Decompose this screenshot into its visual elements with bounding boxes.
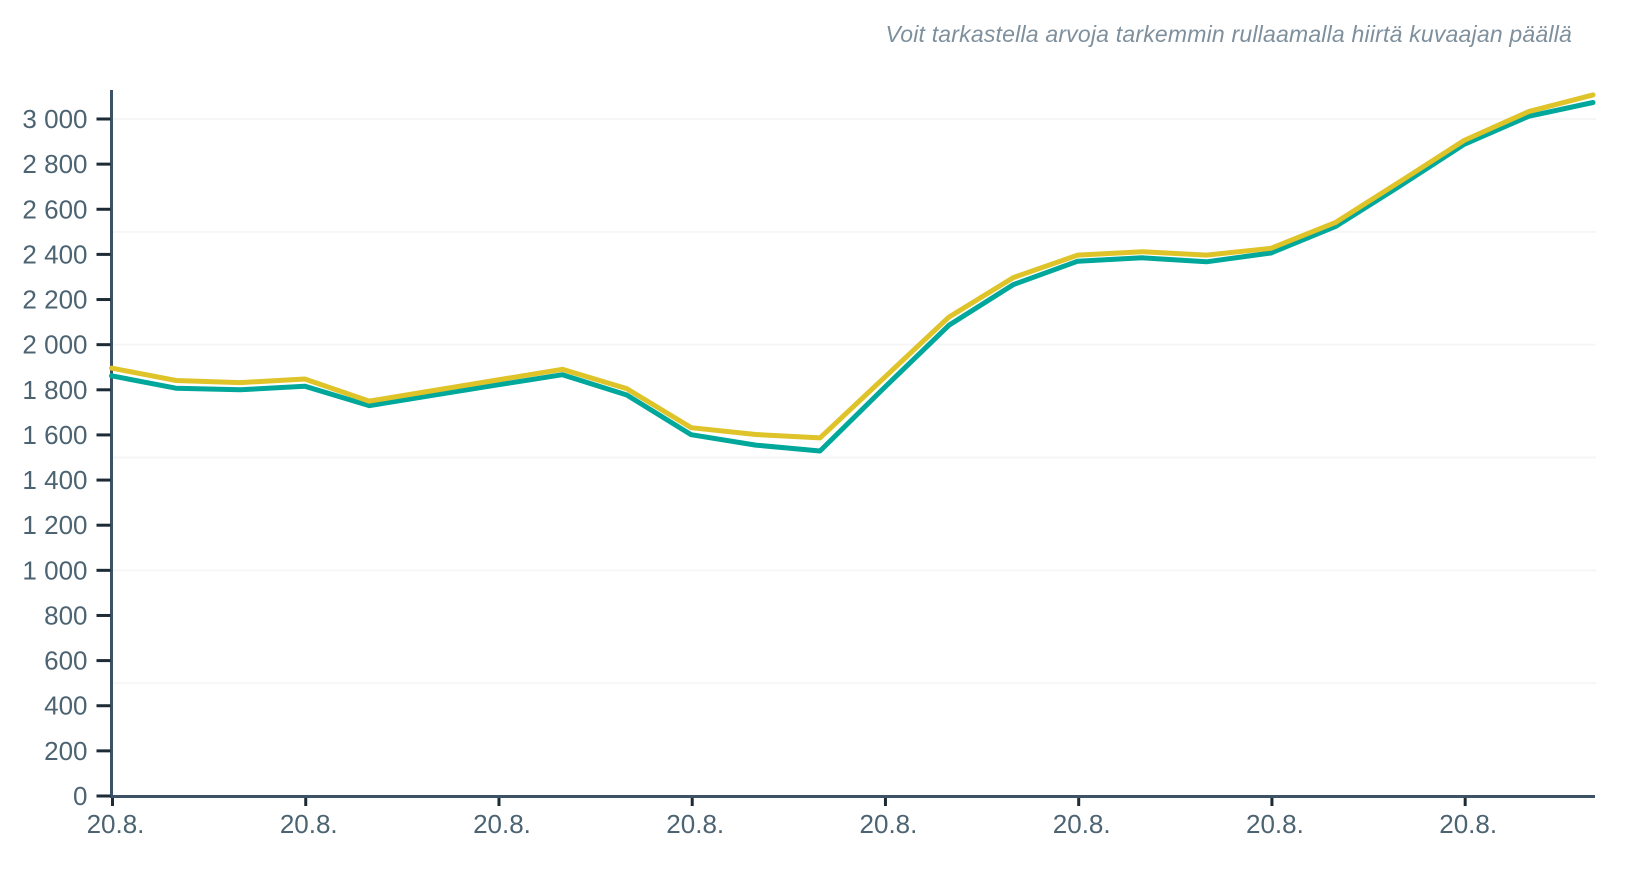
y-tick-label: 200 [44,736,87,766]
axes [110,90,1595,798]
x-tick-label: 20.8. [280,809,338,839]
x-axis-ticks: 20.8. 20.8. 20.8. 20.8. 20.8. 20.8. 20.8. 20.8. [87,798,1497,839]
y-tick-label: 600 [44,646,87,676]
y-tick-label: 2 200 [22,285,87,315]
y-tick-label: 2 000 [22,330,87,360]
y-axis-ticks: 0 200 400 600 800 1 000 1 200 1 400 1 600 1 800 2 … [22,104,111,811]
x-tick-label: 20.8. [1053,809,1111,839]
y-tick-label: 1 400 [22,465,87,495]
hover-hint-text: Voit tarkastella arvoja tarkemmin rullaa… [885,21,1572,47]
y-tick-label: 400 [44,691,87,721]
y-tick-label: 1 800 [22,375,87,405]
y-tick-label: 0 [73,781,87,811]
y-tick-label: 2 400 [22,239,87,269]
x-tick-label: 20.8. [666,809,724,839]
y-tick-label: 1 600 [22,420,87,450]
y-tick-label: 800 [44,600,87,630]
series-yellow-line[interactable] [109,92,1596,441]
series-teal-line[interactable] [109,100,1596,454]
y-tick-label: 1 000 [22,555,87,585]
x-tick-label: 20.8. [1246,809,1304,839]
x-tick-label: 20.8. [87,809,145,839]
y-tick-label: 2 600 [22,194,87,224]
x-tick-label: 20.8. [860,809,918,839]
y-tick-label: 2 800 [22,149,87,179]
gridlines [110,118,1596,685]
x-tick-label: 20.8. [1439,809,1497,839]
y-tick-label: 3 000 [22,104,87,134]
x-tick-label: 20.8. [473,809,531,839]
y-tick-label: 1 200 [22,510,87,540]
